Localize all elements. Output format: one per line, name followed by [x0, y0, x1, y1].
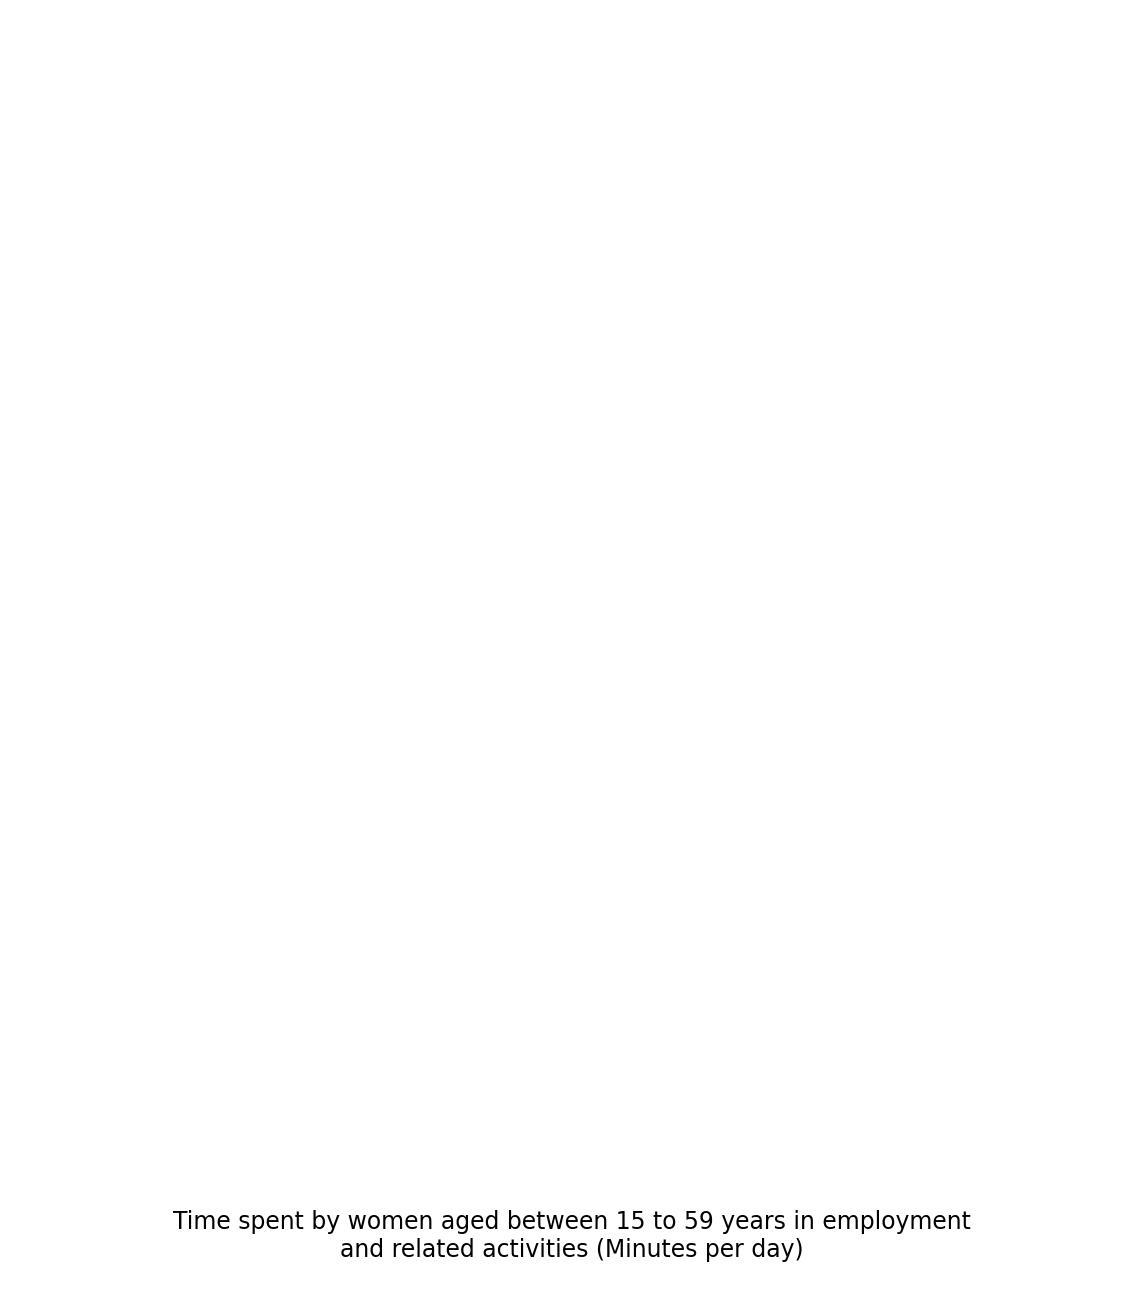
- Text: Time spent by women aged between 15 to 59 years in employment
and related activi: Time spent by women aged between 15 to 5…: [173, 1210, 970, 1262]
